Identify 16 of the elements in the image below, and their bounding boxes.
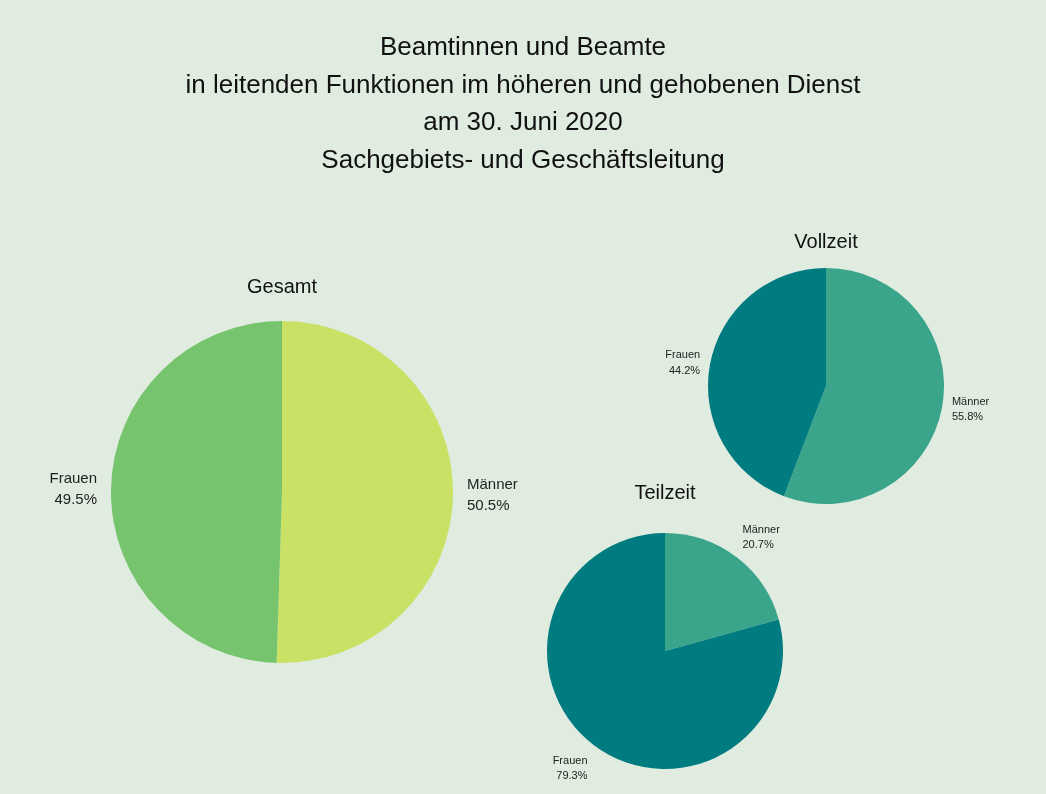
- slice-label: Männer: [951, 394, 990, 407]
- data-label: 79.3%: [556, 769, 588, 782]
- slice-label: Frauen: [552, 753, 588, 766]
- data-label: 44.2%: [668, 363, 701, 376]
- chart-title: Beamtinnen und Beamte in leitenden Funktionen im höheren und gehobenen Dienst am 30. Juni 2020 Sachgebiets- und Geschäftsleitung: [184, 30, 862, 177]
- chart-title: Vollzeit: [793, 230, 859, 253]
- data-label: 49.5%: [54, 489, 98, 507]
- chart-title: Teilzeit: [634, 481, 696, 503]
- data-label: 55.8%: [951, 409, 984, 422]
- slice-label: Männer: [742, 522, 781, 535]
- slice-label: Frauen: [665, 348, 701, 361]
- chart-subtitle: Gesamt: [246, 275, 318, 298]
- slice-label: Frauen: [49, 468, 98, 486]
- data-label: 50.5%: [466, 495, 510, 513]
- slice-label: Männer: [466, 474, 518, 492]
- data-label: 20.7%: [742, 538, 774, 551]
